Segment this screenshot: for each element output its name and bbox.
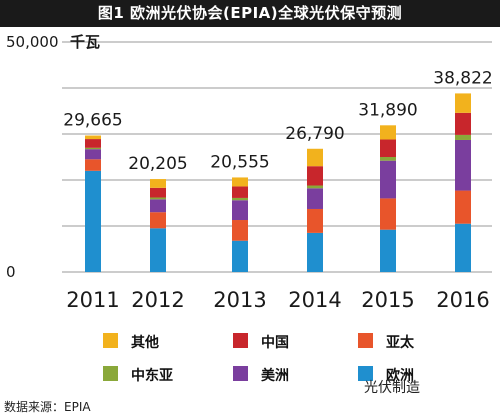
legend-swatch	[233, 333, 248, 348]
bar-segment	[150, 212, 166, 229]
bar-total-label: 29,665	[63, 111, 122, 131]
bar-segment	[307, 188, 323, 209]
bar-segment	[232, 200, 248, 221]
bar-segment	[150, 179, 166, 188]
bar-segment	[232, 220, 248, 241]
bar-total-label: 26,790	[285, 124, 344, 144]
bar-segment	[232, 240, 248, 272]
bar-segment	[150, 197, 166, 200]
legend-label: 其他	[131, 335, 159, 351]
bar-total-label: 31,890	[358, 100, 417, 120]
bar-segment	[307, 185, 323, 189]
bar-segment	[307, 166, 323, 186]
legend-swatch	[103, 366, 118, 381]
chart-area: 0 50,000 千瓦 29,665 20,205 20,555 26,790 31,89…	[6, 33, 493, 312]
x-tick-label: 2016	[436, 288, 489, 312]
x-tick-label: 2015	[361, 288, 414, 312]
bar-segment	[380, 160, 396, 199]
legend-swatch	[358, 366, 373, 381]
chart-title: 图1 欧洲光伏协会(EPIA)全球光伏保守预测	[97, 4, 403, 22]
bar-segment	[455, 223, 471, 272]
bars-layer	[85, 93, 471, 272]
bar-segment	[85, 159, 101, 171]
watermark: 光伏制造	[364, 380, 420, 396]
total-labels-layer: 29,665 20,205 20,555 26,790 31,890 38,822	[63, 68, 492, 174]
bar-segment	[85, 170, 101, 272]
legend-swatch	[358, 333, 373, 348]
x-axis: 2011 2012 2013 2014 2015 2016	[66, 288, 489, 312]
legend-swatch	[103, 333, 118, 348]
y-axis: 0 50,000	[6, 33, 59, 281]
bar-segment	[380, 139, 396, 157]
bar-segment	[85, 135, 101, 140]
bar-segment	[307, 148, 323, 167]
bar-segment	[150, 187, 166, 198]
bar-segment	[232, 186, 248, 198]
legend-swatch	[233, 366, 248, 381]
legend-label: 中东亚	[131, 368, 173, 384]
bar-segment	[455, 134, 471, 140]
y-tick-label: 50,000	[6, 33, 59, 51]
legend-label: 中国	[261, 335, 289, 351]
bar-segment	[380, 125, 396, 140]
bar-segment	[85, 139, 101, 148]
x-tick-label: 2012	[131, 288, 184, 312]
bar-segment	[455, 93, 471, 113]
bar-segment	[455, 190, 471, 224]
legend-label: 欧洲	[386, 368, 414, 384]
x-tick-label: 2013	[213, 288, 266, 312]
bar-segment	[380, 198, 396, 230]
legend-label: 亚太	[386, 335, 414, 351]
bar-total-label: 20,205	[128, 154, 187, 174]
x-tick-label: 2014	[288, 288, 341, 312]
bar-segment	[455, 139, 471, 191]
bar-segment	[380, 157, 396, 161]
bar-segment	[150, 228, 166, 272]
source-note: 数据来源：EPIA	[4, 400, 91, 414]
bar-segment	[455, 112, 471, 135]
title-bar	[0, 0, 500, 27]
bar-segment	[85, 147, 101, 150]
bar-segment	[232, 197, 248, 201]
legend-label: 美洲	[261, 368, 289, 384]
x-tick-label: 2011	[66, 288, 119, 312]
bar-segment	[307, 208, 323, 233]
bar-total-label: 38,822	[433, 68, 492, 88]
bar-segment	[150, 199, 166, 213]
bar-segment	[380, 229, 396, 272]
bar-segment	[232, 177, 248, 187]
bar-total-label: 20,555	[210, 152, 269, 172]
grid-layer	[62, 41, 492, 273]
bar-segment	[307, 232, 323, 272]
bar-segment	[85, 149, 101, 160]
y-axis-unit-label: 千瓦	[70, 33, 100, 51]
y-tick-label: 0	[6, 263, 16, 281]
